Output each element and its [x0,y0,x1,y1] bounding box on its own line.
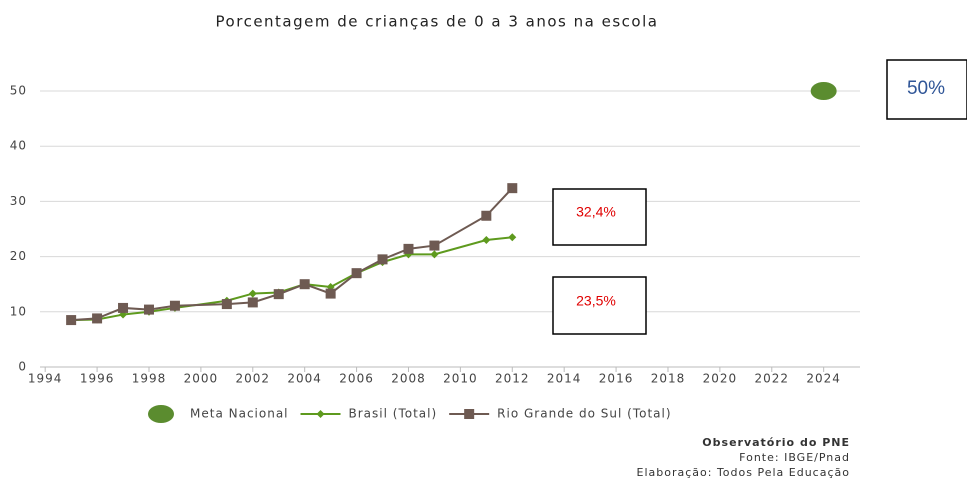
annotation-box [552,276,647,335]
annotation-box [552,188,647,246]
footer-text: Fonte: IBGE/Pnad [739,451,850,464]
marker [507,183,518,194]
marker [464,409,475,419]
y-tick-label: 0 [18,360,27,374]
marker [299,279,310,290]
marker [118,302,129,313]
x-tick-label: 2014 [547,372,582,386]
marker [273,289,284,300]
marker [481,210,492,221]
y-tick-label: 40 [10,139,27,153]
marker [351,268,362,279]
legend-label: Meta Nacional [190,407,289,421]
x-tick-label: 1998 [132,372,167,386]
x-tick-label: 2012 [495,372,530,386]
marker [325,288,336,299]
y-tick-label: 30 [10,194,27,208]
footer-text: Elaboração: Todos Pela Educação [637,466,850,479]
x-tick-label: 2018 [651,372,686,386]
annotation: 23,5% [576,293,616,309]
x-tick-label: 2004 [287,372,322,386]
marker [430,250,439,259]
annotation: 32,4% [576,204,616,220]
x-tick-label: 2024 [806,372,841,386]
x-tick-label: 2006 [339,372,374,386]
x-tick-label: 2020 [703,372,738,386]
x-tick-label: 2008 [391,372,426,386]
y-tick-label: 20 [10,249,27,263]
marker [66,315,77,326]
annotation-box [886,59,967,120]
x-tick-label: 1996 [80,372,115,386]
x-tick-label: 1994 [28,372,63,386]
annotation: 50% [907,78,945,99]
x-tick-label: 2010 [443,372,478,386]
legend-label: Brasil (Total) [349,407,438,421]
y-tick-label: 50 [10,84,27,98]
marker [429,240,440,251]
legend-label: Rio Grande do Sul (Total) [497,407,671,421]
x-tick-label: 2002 [236,372,271,386]
marker [508,233,517,242]
marker [403,243,414,254]
marker [92,313,103,324]
marker [482,236,491,245]
series-line [71,187,514,322]
x-tick-label: 2022 [754,372,789,386]
marker [248,289,257,298]
x-tick-label: 2016 [599,372,634,386]
footer-text: Observatório do PNE [702,436,850,449]
series-line [71,236,513,322]
marker [377,254,388,265]
marker [810,82,837,100]
x-tick-label: 2000 [184,372,219,386]
y-tick-label: 10 [10,304,27,318]
legend-marker [148,405,174,423]
marker [316,410,325,418]
chart-title: Porcentagem de crianças de 0 a 3 anos na… [216,13,659,31]
marker [143,304,154,315]
marker [169,300,180,311]
marker [221,299,232,310]
marker [247,297,258,308]
